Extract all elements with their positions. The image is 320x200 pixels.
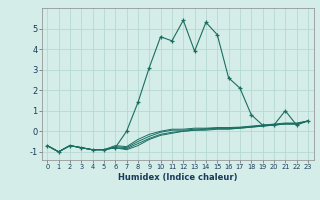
X-axis label: Humidex (Indice chaleur): Humidex (Indice chaleur) (118, 173, 237, 182)
